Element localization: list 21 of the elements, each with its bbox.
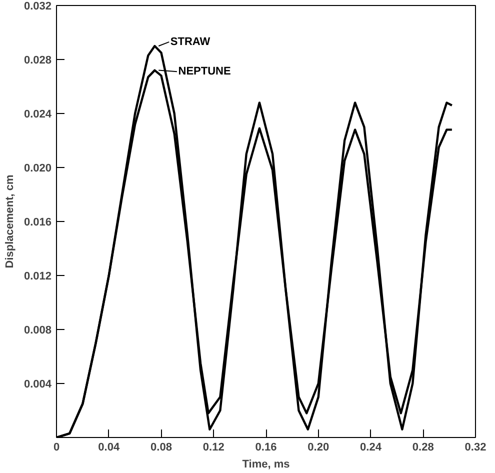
y-tick-label: 0.008 [24,324,52,336]
legend-label: NEPTUNE [178,66,231,78]
x-tick-label: 0 [53,442,60,454]
y-tick-label: 0.012 [24,270,52,282]
x-tick-label: 0.04 [98,442,120,454]
y-tick-label: 0.024 [24,108,52,120]
x-tick-label: 0.28 [412,442,434,454]
y-tick-label: 0.016 [24,216,52,228]
x-tick-label: 0.32 [464,442,486,454]
y-tick-label: 0.028 [24,54,52,66]
legend-label: STRAW [170,36,211,48]
y-axis-title: Displacement, cm [4,174,16,268]
x-tick-label: 0.16 [255,442,277,454]
x-tick-label: 0.08 [150,442,172,454]
x-axis-title: Time, ms [242,458,290,470]
y-tick-label: 0.004 [24,378,52,390]
y-tick-label: 0.020 [24,162,52,174]
x-tick-label: 0.20 [308,442,330,454]
x-tick-label: 0.24 [360,442,382,454]
y-tick-label: 0.032 [24,0,52,12]
x-tick-label: 0.12 [202,442,224,454]
